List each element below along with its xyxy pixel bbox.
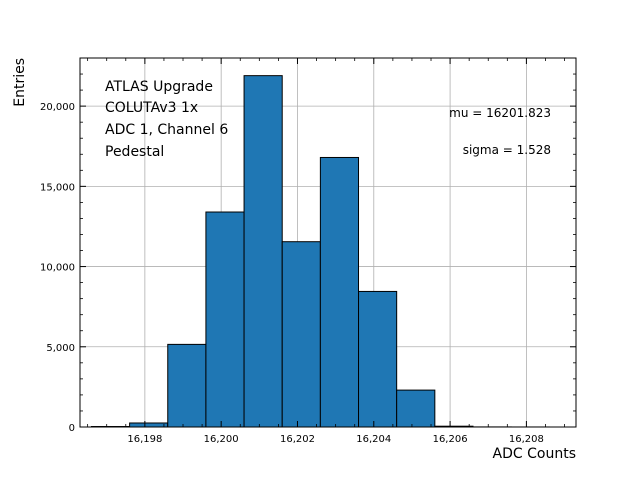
annotation-line-2: COLUTAv3 1x	[105, 100, 198, 116]
annotation-line-3: ADC 1, Channel 6	[105, 122, 228, 138]
histogram-bar	[205, 211, 245, 428]
x-tick-label: 16,208	[509, 434, 544, 445]
mu-stat: mu = 16201.823	[449, 106, 551, 120]
annotation-line-4: Pedestal	[105, 144, 164, 160]
histogram-bar	[243, 75, 283, 428]
x-tick-label: 16,206	[433, 434, 468, 445]
y-tick-label: 20,000	[40, 102, 75, 113]
y-axis-label: Entries	[12, 58, 28, 107]
axis-ticks	[80, 57, 576, 428]
x-tick-label: 16,198	[127, 434, 162, 445]
y-tick-label: 10,000	[40, 263, 75, 274]
histogram-bar	[319, 156, 360, 428]
y-tick-label: 0	[69, 423, 75, 434]
x-tick-label: 16,202	[280, 434, 315, 445]
sigma-stat: sigma = 1.528	[463, 143, 551, 157]
x-axis-label: ADC Counts	[493, 446, 576, 462]
y-tick-label: 15,000	[40, 182, 75, 193]
plot-frame	[79, 57, 577, 428]
histogram-bar	[358, 290, 398, 428]
x-tick-label: 16,204	[356, 434, 391, 445]
histogram-bar	[167, 343, 207, 428]
histogram-bar	[396, 389, 436, 428]
annotation-line-1: ATLAS Upgrade	[105, 79, 213, 95]
tick-labels: 16,198 16,200 16,202 16,204 16,206 16,208 0 5,0…	[40, 102, 544, 445]
histogram-bar	[281, 241, 321, 428]
y-tick-label: 5,000	[46, 343, 75, 354]
x-tick-label: 16,200	[204, 434, 239, 445]
histogram-bar	[129, 422, 169, 428]
